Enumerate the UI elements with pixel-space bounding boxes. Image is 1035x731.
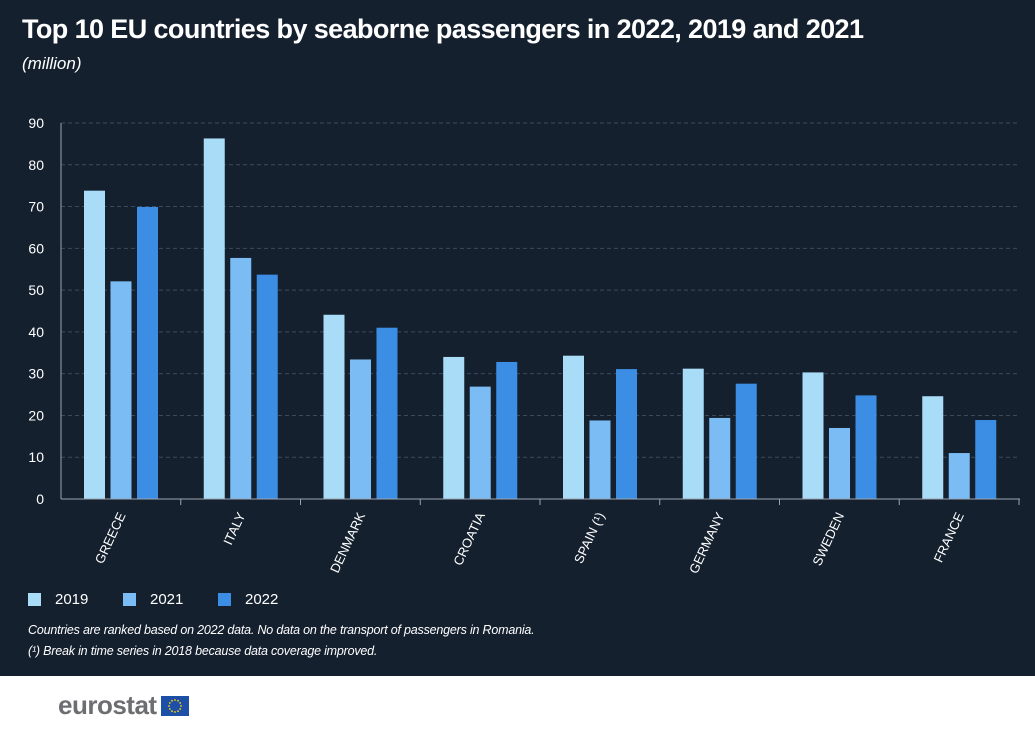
bar[interactable]	[855, 395, 877, 499]
legend: 2019 2021 2022	[28, 591, 313, 608]
x-tick-label: SPAIN (¹)	[571, 510, 608, 566]
bar[interactable]	[110, 281, 132, 499]
bar[interactable]	[203, 138, 225, 500]
x-tick-label: DENMARK	[327, 510, 368, 576]
bar[interactable]	[829, 427, 850, 499]
footer: eurostat	[0, 676, 1035, 731]
eu-star	[176, 699, 179, 702]
eu-flag-icon	[160, 695, 189, 716]
y-tick-label: 20	[28, 407, 44, 423]
legend-label-2019: 2019	[55, 591, 89, 608]
y-tick-label: 40	[28, 324, 44, 340]
bar[interactable]	[589, 420, 611, 499]
bar[interactable]	[948, 453, 970, 499]
bar[interactable]	[616, 369, 637, 499]
logo-text: eurostat	[58, 690, 157, 720]
eu-star	[178, 707, 181, 710]
bar[interactable]	[137, 206, 158, 499]
bar[interactable]	[682, 368, 704, 499]
legend-label-2021: 2021	[150, 591, 184, 608]
bar-chart: 0 10 20 30 40 50 60 70 80 90 GREECE ITALY DENMARK CRO…	[28, 115, 1020, 576]
eu-star	[168, 701, 171, 704]
eurostat-logo[interactable]: eurostat	[58, 690, 189, 721]
chart-title: Top 10 EU countries by seaborne passenge…	[22, 14, 864, 44]
eu-star	[179, 704, 182, 707]
x-tick-label: CROATIA	[450, 510, 488, 568]
legend-swatch-2021	[123, 593, 136, 606]
bar[interactable]	[496, 361, 518, 499]
y-tick-label: 10	[28, 449, 44, 465]
x-tick-label: FRANCE	[931, 510, 967, 565]
legend-swatch-2022	[218, 593, 231, 606]
eu-star	[170, 699, 173, 702]
x-tick-label: ITALY	[220, 510, 248, 548]
bar[interactable]	[469, 386, 491, 499]
x-tick-label: GREECE	[92, 510, 129, 566]
y-tick-label: 60	[28, 240, 44, 256]
y-tick-label: 50	[28, 282, 44, 298]
x-tick-label: SWEDEN	[809, 510, 847, 568]
axis-layer: 0 10 20 30 40 50 60 70 80 90 GREECE ITALY DENMARK CRO…	[28, 115, 1020, 576]
bar[interactable]	[350, 359, 371, 499]
legend-item-2022[interactable]: 2022	[218, 591, 313, 608]
bar[interactable]	[256, 274, 278, 499]
footnote-ranking: Countries are ranked based on 2022 data.…	[28, 623, 535, 637]
eu-star	[173, 698, 176, 701]
y-tick-label: 70	[28, 199, 44, 215]
chart-panel: Top 10 EU countries by seaborne passenge…	[0, 0, 1035, 676]
legend-swatch-2019	[28, 593, 41, 606]
legend-item-2019[interactable]: 2019	[28, 591, 123, 608]
y-tick-label: 0	[36, 491, 44, 507]
eu-star	[167, 704, 170, 707]
bar[interactable]	[922, 396, 944, 499]
bar[interactable]	[735, 383, 757, 499]
bar[interactable]	[443, 356, 465, 499]
footnote-spain: (¹) Break in time series in 2018 because…	[28, 644, 378, 658]
eu-star	[170, 709, 173, 712]
eu-star	[173, 710, 176, 713]
bar[interactable]	[323, 314, 345, 499]
legend-label-2022: 2022	[245, 591, 279, 608]
eu-star	[176, 709, 179, 712]
y-tick-label: 30	[28, 366, 44, 382]
x-tick-label: GERMANY	[686, 510, 728, 576]
bar[interactable]	[376, 327, 398, 499]
legend-item-2021[interactable]: 2021	[123, 591, 218, 608]
bar[interactable]	[802, 372, 824, 499]
y-tick-label: 80	[28, 157, 44, 173]
bars-layer	[84, 138, 997, 500]
bar[interactable]	[975, 420, 997, 499]
eu-star	[178, 701, 181, 704]
bar[interactable]	[563, 355, 584, 499]
bar[interactable]	[84, 190, 105, 499]
eu-star	[168, 707, 171, 710]
bar[interactable]	[230, 257, 252, 499]
bar[interactable]	[709, 417, 731, 499]
chart-subtitle: (million)	[22, 54, 82, 73]
y-tick-label: 90	[28, 115, 44, 131]
